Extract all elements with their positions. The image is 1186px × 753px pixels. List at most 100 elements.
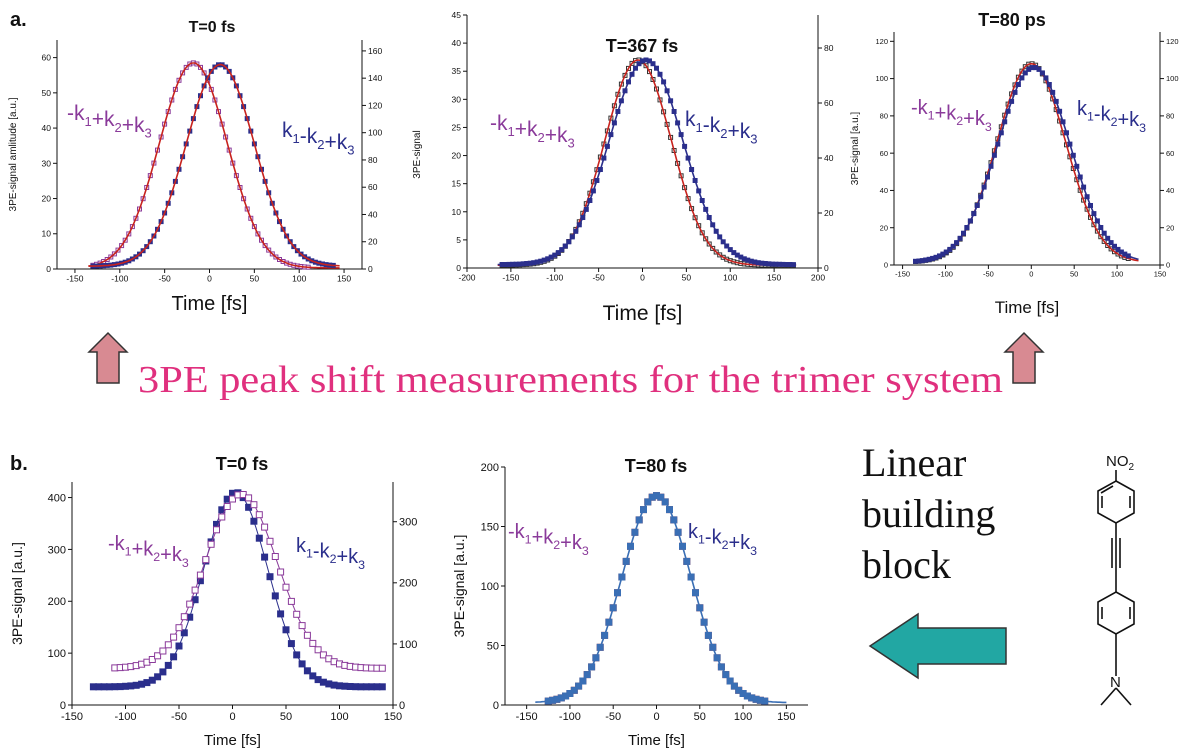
chart-title: T=80 ps (978, 10, 1046, 30)
x-tick-label: -50 (171, 711, 187, 723)
x-tick-label: 0 (229, 711, 235, 723)
series-label-right: k1-k2+k3 (296, 535, 365, 572)
linear-text-line-3: block (862, 542, 951, 587)
series-line (548, 495, 764, 702)
y-tick-label: 45 (452, 10, 462, 20)
x-tick-label: 50 (1070, 270, 1078, 279)
series-line (93, 491, 381, 688)
series-0 (497, 57, 797, 268)
y-tick-label: 100 (48, 648, 66, 660)
x-tick-label: 50 (682, 273, 692, 283)
x-axis-label: Time [fs] (628, 732, 685, 749)
x-tick-label: -150 (895, 270, 910, 279)
data-point (255, 534, 263, 542)
y-tick-label: 0 (46, 264, 51, 274)
y2-tick-label: 300 (399, 517, 417, 529)
y2-tick-label: 40 (368, 209, 378, 219)
y-tick-label: 25 (452, 122, 462, 132)
y-tick-label: 10 (452, 207, 462, 217)
x-tick-label: 150 (337, 274, 351, 284)
series-label-right: k1-k2+k3 (1077, 98, 1146, 135)
series-label-left: -k1+k2+k3 (508, 521, 589, 558)
x-tick-label: 100 (734, 711, 752, 723)
y-tick-label: 10 (42, 229, 52, 239)
molecule-structure-icon (1097, 470, 1135, 706)
y-tick-label: 35 (452, 66, 462, 76)
series-label-right: k1-k2+k3 (688, 521, 757, 558)
data-point (186, 600, 194, 608)
data-point (148, 656, 156, 663)
x-tick-label: 100 (1111, 270, 1124, 279)
y-tick-label: 60 (42, 53, 52, 63)
data-point (245, 494, 253, 502)
data-point (271, 553, 279, 560)
x-tick-label: -50 (605, 711, 621, 723)
y2-tick-label: 100 (399, 639, 417, 651)
x-tick-label: -100 (559, 711, 581, 723)
x-tick-label: 200 (811, 273, 825, 283)
y-tick-label: 20 (42, 194, 52, 204)
y-tick-label: 0 (884, 261, 888, 270)
series-label-left: -k1+k2+k3 (911, 97, 992, 134)
panel-label-a: a. (10, 9, 27, 31)
y2-tick-label: 60 (1166, 149, 1174, 158)
data-point (378, 683, 386, 691)
data-point (277, 568, 285, 576)
x-axis-label: Time [fs] (172, 293, 248, 315)
y-tick-label: 40 (452, 38, 462, 48)
y-tick-label: 300 (48, 544, 66, 556)
y2-axis-label: 3PE-signal (412, 130, 423, 178)
series-label-right: k1-k2+k3 (282, 119, 355, 158)
y-tick-label: 0 (493, 700, 499, 712)
teal-left-arrow-icon (868, 612, 1007, 680)
y-tick-label: 200 (481, 462, 499, 474)
y2-tick-label: 200 (399, 578, 417, 590)
data-point (175, 624, 183, 632)
y2-tick-label: 0 (368, 264, 373, 274)
x-tick-label: 0 (207, 274, 212, 284)
data-point (180, 629, 188, 637)
x-tick-label: -150 (61, 711, 83, 723)
series-label-left: -k1+k2+k3 (490, 112, 575, 151)
y-tick-label: 60 (880, 149, 888, 158)
y-tick-label: 15 (452, 179, 462, 189)
data-point (271, 592, 279, 600)
x-tick-label: -100 (546, 273, 563, 283)
y-tick-label: 120 (875, 37, 888, 46)
data-point (159, 647, 167, 655)
chart-title: T=80 fs (625, 456, 688, 476)
chart-a3-t80ps: -150 -100 -50 0 50 100 15002040608010012002040… (850, 10, 1179, 317)
linear-text-line-1: Linear (862, 440, 966, 485)
series-0 (88, 60, 340, 270)
x-tick-label: -150 (66, 274, 83, 284)
chart-a2-t367fs: -200 -150 -100 -50 0 50 100 150 2000510152025303… (452, 10, 834, 325)
x-tick-label: -50 (983, 270, 994, 279)
chart-a1-t0fs: -150 -100 -50 0 50 100 150 0 10 20 30 40 50 60 0 20 40 60… (8, 19, 423, 315)
x-tick-label: -100 (111, 274, 128, 284)
data-point (314, 646, 322, 654)
x-tick-label: 50 (250, 274, 260, 284)
y2-tick-label: 100 (1166, 74, 1179, 83)
y-tick-label: 50 (42, 88, 52, 98)
data-point (277, 610, 285, 618)
fit-curve (88, 63, 340, 267)
fit-curve (923, 66, 1139, 262)
y-tick-label: 80 (880, 112, 888, 121)
x-tick-label: 0 (653, 711, 659, 723)
data-point (191, 586, 199, 594)
data-point (303, 667, 311, 675)
x-tick-label: 150 (1154, 270, 1167, 279)
x-tick-label: 150 (777, 711, 795, 723)
chart-b2-t80fs: -150 -100 -50 0 50 100 150 0 50 100 150 200 T=80 fs T… (451, 456, 808, 749)
x-tick-label: 50 (694, 711, 706, 723)
y-tick-label: 40 (42, 123, 52, 133)
chart-title: T=367 fs (606, 36, 679, 56)
data-point (154, 673, 162, 681)
y2-tick-label: 80 (1166, 112, 1174, 121)
data-point (255, 511, 263, 519)
x-axis-label: Time [fs] (204, 732, 261, 749)
y2-tick-label: 80 (824, 43, 834, 53)
data-point (378, 664, 386, 672)
data-point (202, 556, 210, 564)
